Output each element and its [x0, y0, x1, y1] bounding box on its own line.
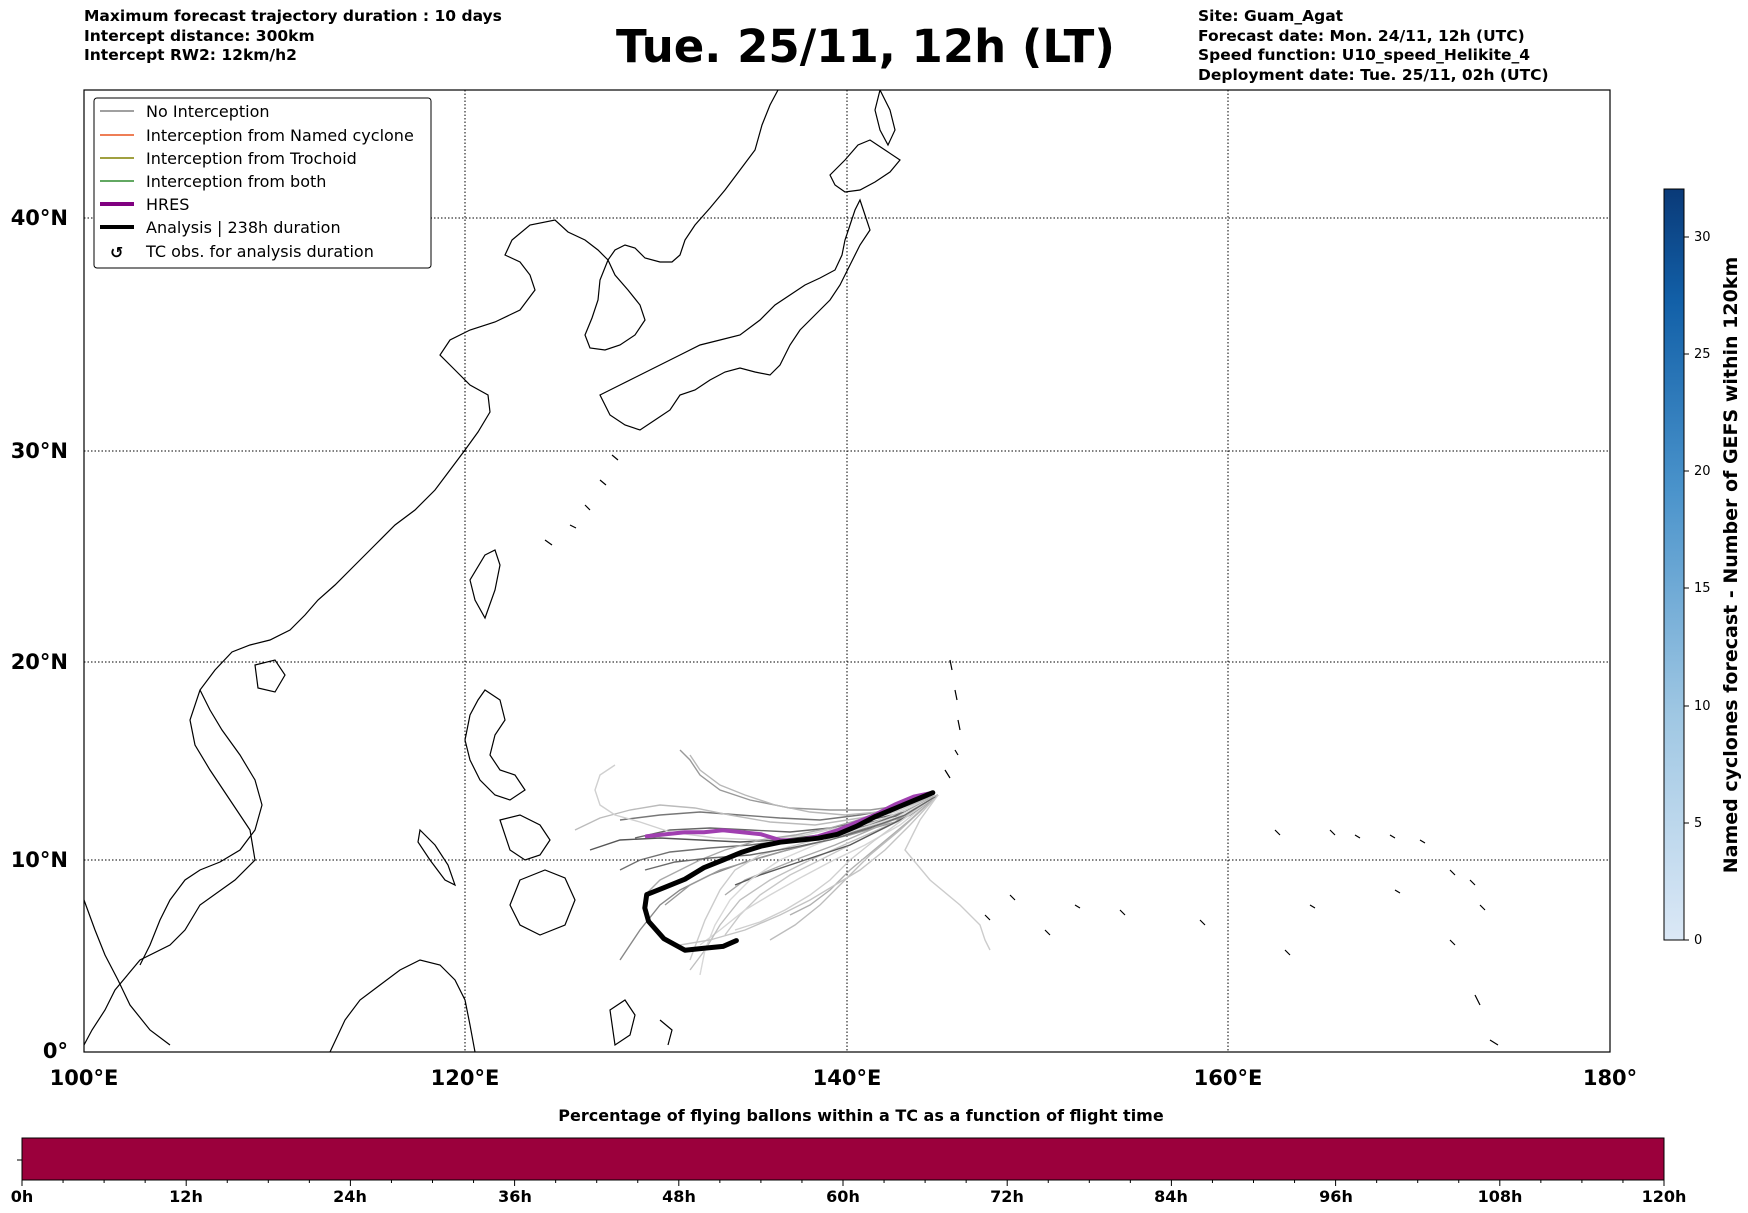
coast-taiwan: [469, 549, 501, 620]
legend-label-named-cyclone: Interception from Named cyclone: [146, 126, 414, 145]
flight-tick-36h: 36h: [498, 1187, 532, 1206]
colorbar-tick-30: 30: [1694, 230, 1711, 245]
flight-tick-120h: 120h: [1642, 1187, 1687, 1206]
lon-label-120e: 120°E: [431, 1066, 500, 1090]
flight-tick-96h: 96h: [1319, 1187, 1353, 1206]
coast-sulawesi: [609, 999, 673, 1047]
legend-label-tc-obs: TC obs. for analysis duration: [145, 242, 374, 261]
lat-label-0: 0°: [43, 1039, 68, 1063]
trajectory-line: [644, 794, 939, 871]
trajectory-line: [689, 794, 939, 971]
colorbar: 0 5 10 15 20 25 30 Named cyclones foreca…: [1663, 188, 1742, 948]
coast-hainan: [254, 659, 286, 693]
colorbar-tick-15: 15: [1694, 581, 1711, 596]
coast-palawan: [417, 828, 457, 887]
colorbar-title: Named cyclones forecast - Number of GEFS…: [1720, 257, 1742, 874]
flight-tick-24h: 24h: [333, 1187, 367, 1206]
page-title: Tue. 25/11, 12h (LT): [616, 20, 1115, 73]
coast-luzon: [464, 689, 526, 801]
map-legend: No Interception Interception from Named …: [93, 97, 432, 269]
colorbar-tick-25: 25: [1694, 347, 1711, 362]
flight-tick-108h: 108h: [1478, 1187, 1523, 1206]
legend-label-no-interception: No Interception: [146, 102, 270, 121]
coast-sakhalin: [874, 90, 896, 147]
trajectory-line: [769, 794, 939, 941]
flight-tick-72h: 72h: [990, 1187, 1024, 1206]
lat-label-40n: 40°N: [11, 206, 68, 230]
lon-label-140e: 140°E: [813, 1066, 882, 1090]
lat-label-30n: 30°N: [11, 439, 68, 463]
trajectory-line: [789, 794, 939, 916]
colorbar-tick-10: 10: [1694, 699, 1711, 714]
colorbar-tick-5: 5: [1694, 816, 1702, 831]
coast-marianas: [944, 659, 961, 779]
coast-hokkaido: [829, 139, 901, 193]
legend-label-trochoid: Interception from Trochoid: [146, 149, 357, 168]
flight-bar-title: Percentage of flying ballons within a TC…: [558, 1106, 1164, 1125]
coast-korea: [584, 258, 646, 351]
legend-box: [93, 97, 432, 269]
lon-label-180: 180°: [1583, 1066, 1637, 1090]
legend-label-analysis: Analysis | 238h duration: [146, 218, 341, 237]
lon-label-160e: 160°E: [1194, 1066, 1263, 1090]
colorbar-tick-20: 20: [1694, 464, 1711, 479]
intercept-rw2-text: Intercept RW2: 12km/h2: [84, 46, 297, 64]
trajectory-line: [904, 794, 991, 951]
flight-tick-60h: 60h: [826, 1187, 860, 1206]
coast-indochina: [139, 689, 263, 966]
lat-labels: 40°N 30°N 20°N 10°N 0°: [11, 206, 68, 1063]
colorbar-tick-0: 0: [1694, 933, 1702, 948]
coast-borneo: [329, 959, 476, 1052]
coast-malay: [84, 899, 171, 1046]
deployment-date-text: Deployment date: Tue. 25/11, 02h (UTC): [1198, 65, 1549, 84]
trajectory-line: [679, 794, 939, 946]
site-text: Site: Guam_Agat: [1198, 7, 1344, 25]
tc-obs-icon: ↺: [110, 243, 123, 262]
trajectory-line: [664, 794, 939, 906]
lon-labels: 100°E 120°E 140°E 160°E 180°: [50, 1066, 1638, 1090]
flight-tick-12h: 12h: [169, 1187, 203, 1206]
coast-visayas-mindanao: [499, 814, 576, 936]
flight-tick-84h: 84h: [1154, 1187, 1188, 1206]
coast-east-asia: [84, 90, 779, 1046]
speed-function-text: Speed function: U10_speed_Helikite_4: [1198, 46, 1531, 64]
analysis-track: [642, 790, 936, 953]
flight-bar-minor-ticks: [21, 1180, 1665, 1186]
header-right-info: Site: Guam_Agat Forecast date: Mon. 24/1…: [1198, 7, 1549, 85]
legend-label-both: Interception from both: [146, 172, 326, 191]
lon-label-100e: 100°E: [50, 1066, 119, 1090]
trajectory-line: [699, 794, 939, 946]
flight-tick-0h: 0h: [11, 1187, 34, 1206]
legend-label-hres: HRES: [146, 195, 189, 214]
coastlines: [84, 90, 1499, 1052]
trajectory-line: [699, 794, 939, 976]
colorbar-ticks: [1684, 236, 1689, 941]
coast-honshu: [599, 198, 871, 431]
flight-tick-48h: 48h: [662, 1187, 696, 1206]
flight-bar-fill: [21, 1137, 1665, 1181]
flight-time-bar: Percentage of flying ballons within a TC…: [11, 1106, 1687, 1206]
header-left-info: Maximum forecast trajectory duration : 1…: [84, 7, 502, 66]
max-duration-text: Maximum forecast trajectory duration : 1…: [84, 7, 502, 25]
lat-label-10n: 10°N: [11, 848, 68, 872]
lat-label-20n: 20°N: [11, 650, 68, 674]
trajectory-line: [689, 794, 939, 961]
coast-ryukyu: [544, 454, 619, 546]
intercept-distance-text: Intercept distance: 300km: [84, 26, 315, 45]
trajectory-line: [734, 794, 939, 931]
forecast-date-text: Forecast date: Mon. 24/11, 12h (UTC): [1198, 26, 1525, 45]
colorbar-gradient: [1663, 188, 1685, 941]
coast-micronesia: [984, 829, 1499, 1046]
gridlines: [84, 90, 1610, 1052]
